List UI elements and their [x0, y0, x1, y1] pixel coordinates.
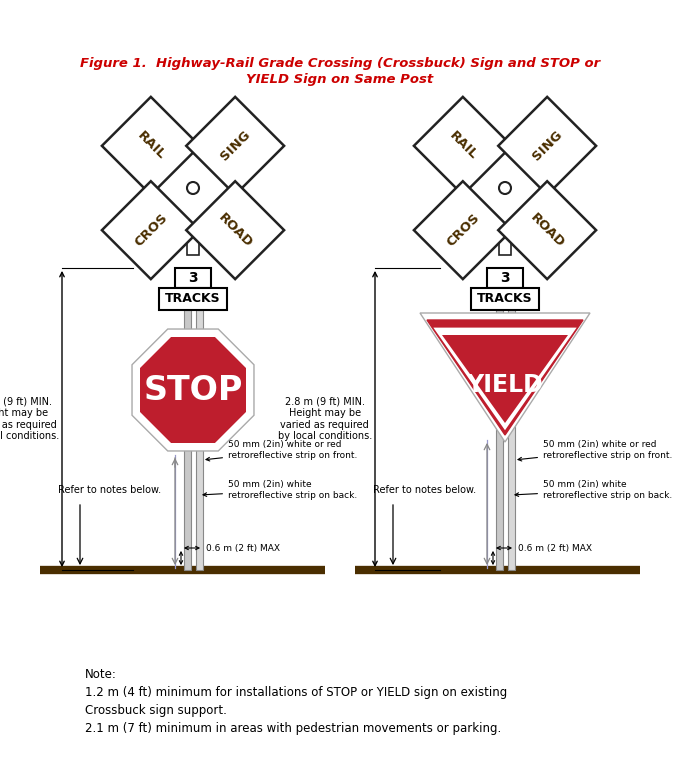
Bar: [487, 268, 523, 288]
Text: STOP: STOP: [143, 373, 242, 406]
Bar: [496, 310, 503, 570]
Polygon shape: [102, 97, 200, 195]
Circle shape: [187, 182, 199, 194]
Bar: [499, 237, 511, 255]
Bar: [183, 310, 191, 570]
Text: RAIL: RAIL: [134, 130, 168, 163]
Text: RAIL: RAIL: [446, 130, 479, 163]
Text: 0.6 m (2 ft) MAX: 0.6 m (2 ft) MAX: [518, 544, 592, 553]
Text: SING: SING: [530, 128, 565, 163]
Polygon shape: [132, 329, 254, 451]
Text: Figure 1.  Highway-Rail Grade Crossing (Crossbuck) Sign and STOP or: Figure 1. Highway-Rail Grade Crossing (C…: [80, 58, 600, 70]
Text: 50 mm (2in) white or red
retroreflective strip on front.: 50 mm (2in) white or red retroreflective…: [206, 440, 358, 461]
Bar: [187, 237, 199, 255]
Text: CROS: CROS: [444, 211, 482, 249]
Text: 3: 3: [500, 271, 510, 285]
Bar: [507, 310, 515, 570]
Polygon shape: [498, 181, 596, 279]
Text: 50 mm (2in) white
retroreflective strip on back.: 50 mm (2in) white retroreflective strip …: [515, 480, 672, 500]
Text: Refer to notes below.: Refer to notes below.: [59, 485, 161, 495]
Text: 2.8 m (9 ft) MIN.
Height may be
varied as required
by local conditions.: 2.8 m (9 ft) MIN. Height may be varied a…: [278, 396, 372, 442]
Polygon shape: [414, 181, 512, 279]
Text: 2.8 m (9 ft) MIN.
Height may be
varied as required
by local conditions.: 2.8 m (9 ft) MIN. Height may be varied a…: [0, 396, 59, 442]
Text: 50 mm (2in) white
retroreflective strip on back.: 50 mm (2in) white retroreflective strip …: [203, 480, 358, 500]
Polygon shape: [138, 335, 249, 446]
Bar: [159, 288, 227, 310]
Text: TRACKS: TRACKS: [477, 292, 533, 305]
Text: Note:
1.2 m (4 ft) minimum for installations of STOP or YIELD sign on existing
C: Note: 1.2 m (4 ft) minimum for installat…: [85, 668, 507, 735]
Polygon shape: [420, 313, 590, 442]
Text: ROAD: ROAD: [528, 210, 567, 250]
Text: YIELD Sign on Same Post: YIELD Sign on Same Post: [247, 72, 434, 86]
Text: CROS: CROS: [132, 211, 170, 249]
Polygon shape: [442, 335, 568, 423]
Circle shape: [499, 182, 511, 194]
Text: 0.6 m (2 ft) MAX: 0.6 m (2 ft) MAX: [206, 544, 280, 553]
Text: 50 mm (2in) white or red
retroreflective strip on front.: 50 mm (2in) white or red retroreflective…: [518, 440, 672, 461]
Polygon shape: [436, 329, 574, 428]
Text: YIELD: YIELD: [466, 373, 543, 398]
Text: Refer to notes below.: Refer to notes below.: [373, 485, 477, 495]
Text: 3: 3: [188, 271, 197, 285]
Text: TRACKS: TRACKS: [165, 292, 221, 305]
Bar: [195, 310, 202, 570]
Text: SING: SING: [218, 128, 253, 163]
Polygon shape: [427, 320, 583, 435]
Polygon shape: [186, 181, 284, 279]
Polygon shape: [186, 97, 284, 195]
Text: ROAD: ROAD: [216, 210, 255, 250]
Bar: [471, 288, 539, 310]
Polygon shape: [414, 97, 512, 195]
Polygon shape: [498, 97, 596, 195]
Polygon shape: [102, 181, 200, 279]
Bar: [175, 268, 211, 288]
